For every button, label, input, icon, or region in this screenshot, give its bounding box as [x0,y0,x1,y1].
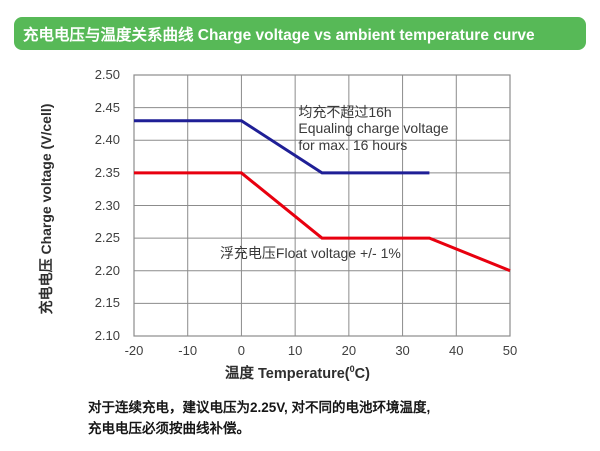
x-axis-title-post: C) [354,366,370,382]
y-axis-title: 充电电压 Charge voltage (V/cell) [38,103,54,315]
footer-note: 对于连续充电，建议电压为2.25V, 对不同的电池环境温度, 充电电压必须按曲线… [88,397,430,439]
series-line [134,119,430,175]
footer-line1: 对于连续充电，建议电压为2.25V, 对不同的电池环境温度, [88,400,431,415]
page-title: 充电电压与温度关系曲线 Charge voltage vs ambient te… [23,26,535,44]
series-line [134,171,511,273]
title-bar: 充电电压与温度关系曲线 Charge voltage vs ambient te… [14,17,586,50]
plot-frame [133,74,511,337]
x-axis-title: 温度 Temperature(0C) [225,362,370,383]
x-axis-title-pre: 温度 Temperature( [225,366,350,382]
x-axis-title-sup: 0 [349,364,355,375]
chart [133,74,511,337]
footer-line2: 充电电压必须按曲线补偿。 [88,421,250,436]
